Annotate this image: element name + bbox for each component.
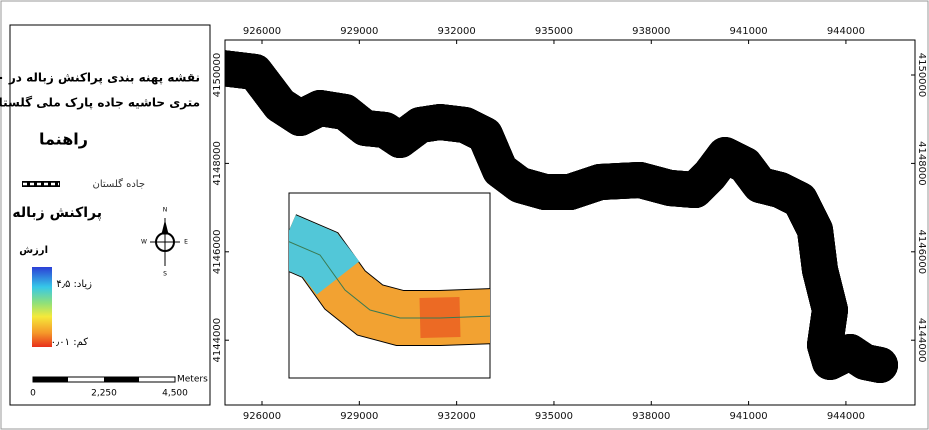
- scale-label: 0: [30, 389, 36, 399]
- color-ramp: [32, 267, 52, 347]
- title-line: نقشه پهنه بندی پراکنش زباله در ۲۰۰: [0, 71, 200, 85]
- scale-bar: [32, 376, 176, 383]
- x-tick-label: 929000: [340, 26, 378, 37]
- legend-heading: راهنما: [39, 130, 88, 149]
- y-tick-label: 4150000: [212, 53, 223, 98]
- inset-map: [289, 214, 490, 346]
- x-tick-label: 941000: [730, 411, 768, 422]
- y-tick-label: 4146000: [916, 230, 927, 275]
- y-tick-label: 4146000: [212, 230, 223, 275]
- legend-road: جاده گلستان: [93, 178, 146, 190]
- x-tick-label: 926000: [243, 26, 281, 37]
- x-tick-label: 932000: [438, 411, 476, 422]
- x-tick-label: 935000: [535, 411, 573, 422]
- y-tick-label: 4148000: [212, 141, 223, 186]
- x-tick-label: 938000: [632, 26, 670, 37]
- x-tick-label: 938000: [632, 411, 670, 422]
- legend-layer: پراکنش زباله: [12, 205, 102, 221]
- y-tick-label: 4150000: [916, 53, 927, 98]
- x-tick-label: 941000: [730, 26, 768, 37]
- east-letter: E: [184, 239, 188, 246]
- scale-unit: Meters: [177, 375, 208, 385]
- legend-high: زیاد: ۴٫۵: [56, 279, 92, 290]
- map-content: [225, 68, 898, 383]
- x-tick-label: 944000: [827, 26, 865, 37]
- y-tick-label: 4144000: [212, 318, 223, 363]
- scale-label: 2,250: [91, 389, 117, 399]
- y-tick-label: 4148000: [916, 141, 927, 186]
- legend-value-heading: ارزش: [19, 245, 48, 256]
- north-arrow: [150, 218, 180, 266]
- legend-low: کم: ۰٫۰۱: [51, 337, 89, 348]
- title-line: متری حاشیه جاده پارک ملی گلستان: [0, 96, 200, 110]
- x-tick-label: 929000: [340, 411, 378, 422]
- inset-frame: [288, 192, 491, 379]
- scale-label: 4,500: [162, 389, 188, 399]
- y-tick-label: 4144000: [916, 318, 927, 363]
- x-tick-label: 935000: [535, 26, 573, 37]
- west-letter: W: [141, 239, 147, 246]
- south-letter: S: [163, 271, 167, 278]
- x-tick-label: 932000: [438, 26, 476, 37]
- x-tick-label: 926000: [243, 411, 281, 422]
- x-tick-label: 944000: [827, 411, 865, 422]
- north-letter: N: [163, 207, 168, 214]
